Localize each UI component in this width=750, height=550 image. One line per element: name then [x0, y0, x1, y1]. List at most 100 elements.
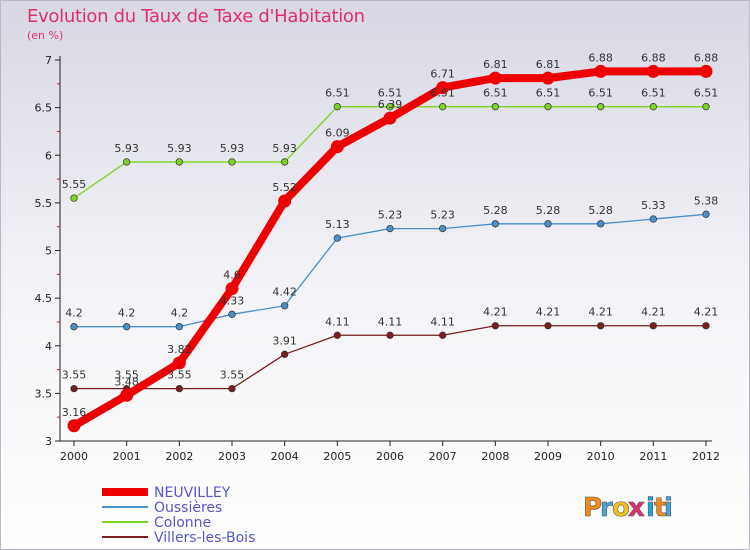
y-tick-label: 5: [45, 245, 52, 258]
x-tick-label: 2007: [429, 450, 457, 463]
data-point: [123, 323, 131, 331]
legend-label: Oussières: [154, 500, 222, 516]
data-label: 4.2: [171, 307, 189, 320]
data-label: 6.51: [378, 87, 403, 100]
data-label: 4.11: [325, 315, 350, 328]
legend-label: Colonne: [154, 515, 211, 531]
y-tick-label: 4.5: [35, 292, 53, 305]
data-label: 4.42: [272, 286, 297, 299]
data-label: 4.21: [588, 306, 613, 319]
data-point: [386, 103, 394, 111]
data-label: 3.16: [62, 406, 87, 419]
series-layer: [67, 64, 713, 433]
data-label: 3.48: [114, 375, 139, 388]
data-point: [541, 71, 555, 85]
data-point: [67, 419, 81, 433]
data-label: 6.51: [694, 87, 719, 100]
x-tick-label: 2003: [218, 450, 246, 463]
chart-subtitle: (en %): [27, 29, 64, 42]
data-point: [439, 103, 447, 111]
data-point: [597, 220, 605, 228]
data-point: [702, 210, 710, 218]
data-point: [488, 71, 502, 85]
data-label: 4.21: [536, 306, 561, 319]
data-point: [175, 384, 183, 393]
x-tick-label: 2006: [376, 450, 404, 463]
x-tick-label: 2002: [165, 450, 193, 463]
data-point: [228, 310, 236, 318]
data-point: [175, 158, 183, 166]
data-point: [281, 302, 289, 310]
data-point: [383, 111, 397, 125]
x-tick-label: 2011: [639, 450, 667, 463]
data-point: [228, 158, 236, 166]
data-label: 4.21: [641, 306, 666, 319]
data-point: [70, 194, 78, 202]
data-label: 3.91: [272, 334, 297, 347]
data-point: [70, 323, 78, 331]
data-point: [439, 331, 447, 339]
data-point: [386, 224, 394, 233]
data-label: 5.55: [62, 178, 87, 191]
data-label: 6.39: [378, 98, 403, 111]
data-point: [281, 350, 289, 358]
data-label: 6.51: [641, 87, 666, 100]
data-point: [649, 103, 657, 111]
proxiti-logo: Pr ox i ti: [583, 493, 674, 524]
data-label: 4.21: [483, 306, 508, 319]
data-point: [70, 384, 78, 393]
data-point: [544, 220, 552, 228]
data-label: 3.55: [114, 369, 139, 382]
data-point: [544, 322, 552, 330]
data-label: 3.82: [167, 343, 192, 356]
y-tick-label: 6: [45, 149, 52, 162]
data-label: 6.09: [325, 127, 350, 140]
data-point: [649, 322, 657, 330]
logo-letter: o: [612, 493, 630, 523]
data-point: [491, 322, 499, 330]
data-point: [281, 158, 289, 166]
data-label: 5.23: [430, 209, 455, 222]
data-point: [491, 220, 499, 228]
data-label: 4.11: [430, 315, 455, 328]
data-label: 5.28: [588, 204, 613, 217]
data-label: 5.23: [378, 209, 403, 222]
data-label: 6.51: [588, 87, 613, 100]
x-tick-label: 2012: [692, 450, 720, 463]
data-label: 5.28: [536, 204, 561, 217]
data-point: [386, 331, 394, 339]
logo-letter: i: [664, 493, 673, 523]
logo-letter: P: [583, 493, 602, 523]
data-point: [699, 64, 713, 78]
y-tick-label: 6.5: [35, 102, 53, 115]
data-point: [333, 331, 341, 339]
data-label: 5.93: [220, 142, 245, 155]
data-point: [597, 103, 605, 111]
legend: NEUVILLEYOussièresColonneVillers-les-Boi…: [102, 485, 255, 546]
legend-label: Villers-les-Bois: [154, 530, 255, 546]
data-point: [594, 64, 608, 78]
data-label: 4.2: [65, 307, 83, 320]
data-label: 6.51: [430, 87, 455, 100]
y-tick-label: 5.5: [35, 197, 53, 210]
data-label: 6.81: [536, 58, 561, 71]
data-point: [120, 388, 134, 402]
data-label: 3.55: [167, 369, 192, 382]
data-label: 4.6: [223, 269, 241, 282]
data-point: [544, 103, 552, 111]
legend-label: NEUVILLEY: [154, 485, 231, 501]
logo-letter: x: [628, 493, 645, 523]
x-tick-label: 2005: [323, 450, 351, 463]
data-label: 3.55: [220, 369, 245, 382]
data-point: [439, 224, 447, 233]
y-tick-label: 3: [45, 435, 52, 448]
data-point: [330, 140, 344, 154]
data-point: [491, 103, 499, 111]
y-tick-label: 7: [45, 54, 52, 67]
data-label: 6.88: [588, 51, 613, 64]
data-label: 4.33: [220, 294, 245, 307]
data-point: [333, 103, 341, 111]
data-label: 5.13: [325, 218, 350, 231]
